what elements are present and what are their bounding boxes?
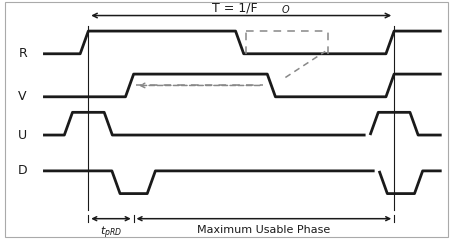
Text: D: D — [18, 164, 28, 177]
Text: $t_{pRD}$: $t_{pRD}$ — [100, 225, 122, 239]
Text: T = 1/F: T = 1/F — [212, 1, 257, 14]
Text: O: O — [282, 5, 289, 15]
Text: R: R — [18, 47, 27, 60]
Text: U: U — [18, 129, 27, 141]
Text: Maximum Usable Phase: Maximum Usable Phase — [197, 225, 331, 235]
Text: V: V — [19, 90, 27, 103]
